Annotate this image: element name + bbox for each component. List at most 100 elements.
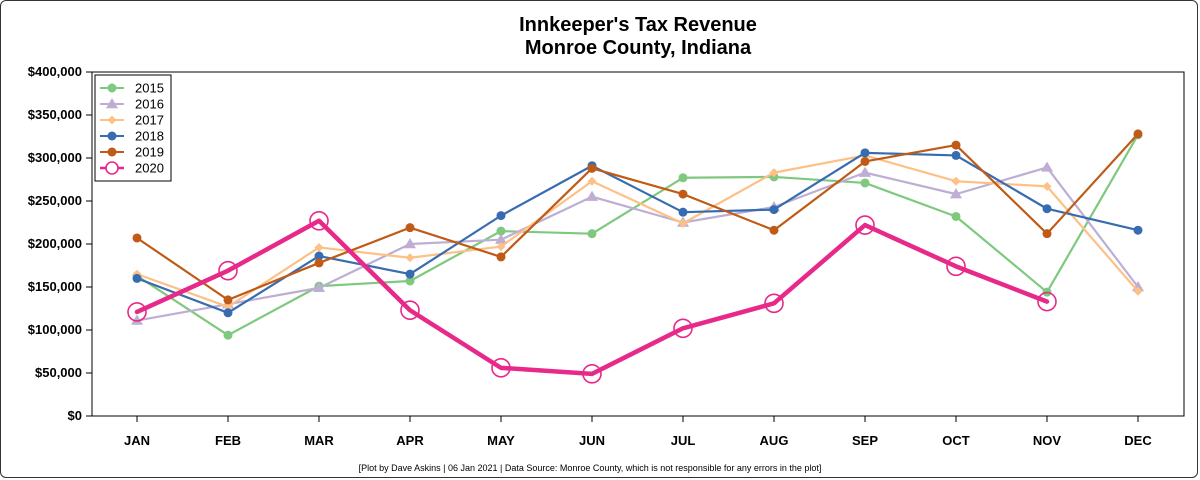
y-tick-label: $350,000: [28, 107, 82, 122]
data-point-2015-OCT: [951, 211, 961, 221]
legend-swatch-marker: [106, 98, 118, 109]
data-point-2019-AUG: [769, 225, 779, 235]
y-axis: $0 $50,000 $100,000 $150,000 $200,000 $250,00…: [28, 64, 92, 423]
legend-swatch-marker: [105, 161, 119, 175]
x-tick-label: JAN: [124, 433, 150, 448]
y-tick-label: $300,000: [28, 150, 82, 165]
data-point-2017-AUG: [769, 168, 779, 178]
data-point-2015-JUN: [587, 229, 597, 239]
data-point-2020-OCT: [946, 256, 966, 277]
x-tick-label: MAR: [304, 433, 334, 448]
data-point-2020-JUN: [582, 364, 602, 384]
legend-swatch-marker: [107, 83, 117, 93]
data-point-2020-MAR: [309, 210, 329, 231]
legend-entry-2020: 2020: [100, 161, 164, 176]
x-tick-label: SEP: [852, 433, 878, 448]
data-point-2016-JUN: [586, 190, 598, 201]
data-point-2016-JAN: [131, 314, 143, 325]
data-point-2015-FEB: [223, 330, 233, 340]
series-line-2018: [135, 151, 1140, 314]
legend-entry-2016: 2016: [100, 97, 164, 112]
data-point-2019-FEB: [223, 295, 233, 305]
chart-title-line-2: Monroe County, Indiana: [525, 37, 752, 59]
data-point-2018-AUG: [769, 205, 779, 215]
series-2015: [132, 130, 1143, 340]
data-point-2017-DEC: [1133, 286, 1143, 296]
series-2020: [127, 210, 1057, 384]
data-point-2017-MAR: [314, 242, 324, 252]
data-point-2020-FEB: [218, 260, 238, 281]
data-point-2018-APR: [405, 269, 415, 279]
series-2019: [132, 129, 1143, 305]
data-point-2016-MAY: [495, 233, 507, 244]
legend-entry-2015: 2015: [100, 81, 164, 96]
x-tick-label: NOV: [1033, 433, 1062, 448]
data-point-2018-JAN: [132, 273, 142, 283]
data-point-2020-JUL: [673, 318, 693, 339]
data-point-2019-MAR: [314, 258, 324, 268]
data-point-2018-FEB: [223, 308, 233, 318]
y-tick-label: $200,000: [28, 236, 82, 251]
y-tick-label: $100,000: [28, 322, 82, 337]
data-point-2020-JAN: [127, 302, 147, 322]
legend-swatch-marker: [107, 115, 117, 125]
data-point-2019-SEP: [860, 156, 870, 166]
plot-area: [91, 71, 1185, 417]
data-point-2019-JAN: [132, 233, 142, 243]
y-tick-label: $50,000: [35, 365, 82, 380]
data-point-2015-MAY: [496, 226, 506, 236]
y-tick-label: $0: [68, 408, 82, 423]
data-point-2018-SEP: [860, 148, 870, 158]
legend-label: 2020: [135, 161, 164, 176]
x-tick-label: FEB: [215, 433, 241, 448]
series-line-2015: [135, 133, 1140, 337]
y-tick-label: $250,000: [28, 193, 82, 208]
data-point-2019-MAY: [496, 252, 506, 262]
data-point-2020-SEP: [855, 215, 875, 235]
x-tick-label: OCT: [942, 433, 970, 448]
data-point-2016-OCT: [950, 188, 962, 199]
data-point-2020-NOV: [1037, 291, 1057, 312]
legend-entry-2019: 2019: [100, 145, 164, 160]
series-line-2016: [135, 166, 1140, 322]
data-point-2016-NOV: [1041, 161, 1053, 172]
data-point-2017-JUN: [587, 176, 597, 186]
series-line-2019: [135, 132, 1140, 301]
data-point-2019-JUN: [587, 163, 597, 173]
data-point-2019-JUL: [678, 189, 688, 199]
series-2018: [132, 148, 1143, 318]
x-axis: JAN FEB MAR APR MAY JUN JUL AUG SEP OCT NOV DEC: [124, 416, 1152, 448]
data-point-2017-JUL: [678, 218, 688, 228]
data-point-2015-SEP: [860, 178, 870, 188]
y-tick-label: $150,000: [28, 279, 82, 294]
data-point-2018-MAY: [496, 211, 506, 221]
x-tick-label: DEC: [1124, 433, 1152, 448]
data-point-2018-DEC: [1133, 225, 1143, 235]
data-point-2019-APR: [405, 223, 415, 233]
data-point-2017-OCT: [951, 176, 961, 186]
data-point-2018-JUL: [678, 207, 688, 217]
chart-title-line-1: Innkeeper's Tax Revenue: [519, 14, 757, 36]
y-tick-label: $400,000: [28, 64, 82, 79]
data-point-2019-OCT: [951, 140, 961, 150]
legend-swatch-marker: [107, 147, 117, 157]
data-point-2020-APR: [400, 300, 420, 321]
data-point-2018-MAR: [314, 251, 324, 261]
data-point-2020-MAY: [491, 358, 511, 378]
data-point-2019-DEC: [1133, 129, 1143, 139]
x-tick-label: JUL: [671, 433, 696, 448]
x-tick-label: JUN: [579, 433, 605, 448]
data-point-2018-NOV: [1042, 204, 1052, 214]
data-point-2016-MAR: [313, 281, 325, 293]
legend-label: 2016: [135, 97, 164, 112]
legend-entry-2018: 2018: [100, 129, 164, 144]
legend-label: 2015: [135, 81, 164, 96]
data-point-2016-SEP: [859, 166, 871, 177]
data-point-2018-OCT: [951, 150, 961, 160]
data-point-2017-APR: [405, 253, 415, 263]
legend-swatch-marker: [107, 131, 117, 141]
series-layer: [127, 129, 1144, 384]
legend-entry-2017: 2017: [100, 113, 164, 128]
